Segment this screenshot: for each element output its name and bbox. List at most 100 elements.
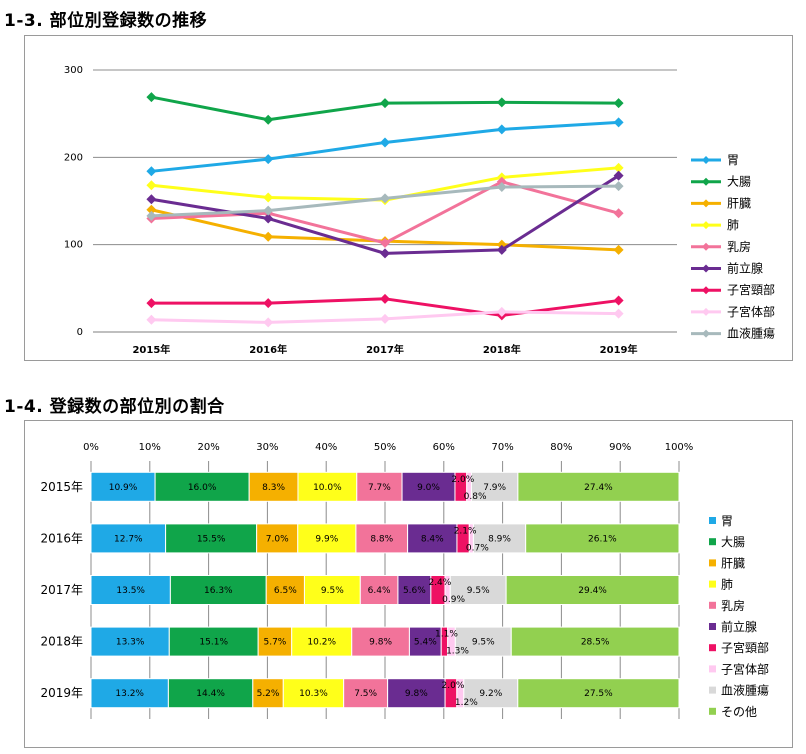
data-point — [496, 176, 507, 187]
bar-segment — [90, 575, 171, 605]
data-label: 16.3% — [204, 586, 233, 596]
data-point — [146, 92, 157, 103]
data-point — [496, 124, 507, 135]
y-tick-label: 100 — [64, 240, 83, 251]
data-label: 9.5% — [472, 638, 495, 648]
legend-marker — [702, 156, 710, 164]
bar-segment — [90, 626, 170, 657]
bar-segment — [454, 626, 512, 657]
data-point — [380, 193, 390, 204]
legend-marker — [702, 221, 710, 230]
data-label: 9.0% — [417, 483, 440, 493]
data-label: 8.9% — [488, 534, 511, 544]
x-tick-label: 70% — [491, 442, 513, 453]
data-label: 6.5% — [274, 586, 297, 596]
bar-segment — [355, 523, 409, 554]
x-tick-label: 30% — [256, 442, 278, 453]
data-label: 10.9% — [109, 483, 138, 493]
bar-segment — [408, 626, 442, 657]
data-point — [613, 181, 624, 192]
data-point — [263, 205, 274, 216]
data-point — [263, 114, 274, 125]
x-tick-label: 2018年 — [483, 343, 521, 356]
legend-marker — [702, 329, 710, 338]
x-tick-label: 80% — [550, 442, 572, 453]
legend-swatch — [709, 686, 716, 694]
legend-label: 胃 — [721, 514, 733, 528]
data-label: 5.6% — [403, 586, 426, 596]
bar-segment — [510, 626, 680, 657]
data-point — [263, 317, 274, 328]
bar-segment — [303, 575, 361, 605]
data-point — [496, 244, 507, 255]
data-point — [146, 204, 157, 215]
data-label: 14.4% — [196, 689, 225, 699]
data-point — [146, 180, 157, 191]
category-label: 2016年 — [40, 531, 83, 545]
legend-label: 肝臓 — [721, 556, 745, 570]
legend-label: 大腸 — [727, 175, 751, 189]
data-label: 15.5% — [197, 534, 226, 544]
x-tick-label: 2016年 — [249, 343, 287, 356]
data-point — [263, 154, 274, 165]
legend-label: 肺 — [721, 578, 733, 592]
bar-segment — [387, 678, 446, 709]
data-label: 2.1% — [454, 526, 477, 536]
data-label: 9.2% — [479, 689, 502, 699]
bar-segment — [517, 471, 680, 502]
data-label: 9.5% — [321, 586, 344, 596]
data-point — [146, 194, 157, 205]
legend-label: 子宮体部 — [721, 661, 769, 676]
x-tick-label: 10% — [139, 442, 161, 453]
legend-marker — [702, 286, 710, 295]
data-point — [380, 313, 390, 324]
data-label: 13.2% — [115, 689, 144, 699]
data-point — [380, 293, 390, 304]
legend-marker — [702, 177, 710, 186]
data-label: 13.3% — [116, 638, 145, 648]
category-label: 2015年 — [40, 480, 83, 494]
line-chart-panel: 0 100 200 300 2015年 2016年 2017年 2018年 2019年 胃大腸 肝臓… — [24, 35, 793, 361]
bar-segment — [90, 678, 169, 709]
legend-label: 乳房 — [727, 239, 751, 254]
data-label: 0.8% — [464, 492, 487, 502]
data-point — [146, 314, 157, 325]
data-label: 26.1% — [588, 534, 617, 544]
data-label: 29.4% — [578, 586, 607, 596]
data-label: 10.2% — [307, 638, 336, 648]
legend-label: 大腸 — [721, 535, 745, 549]
y-tick-label: 300 — [64, 65, 83, 76]
legend-swatch — [709, 517, 716, 524]
data-label: 15.1% — [199, 638, 228, 648]
bar-segment — [407, 523, 458, 554]
bar-segment — [90, 523, 167, 554]
legend-marker — [702, 264, 710, 273]
data-point — [496, 97, 507, 108]
bar-segment — [291, 626, 353, 657]
x-tick-label: 2019年 — [600, 343, 638, 356]
y-tick-label: 0 — [77, 327, 83, 338]
data-point — [380, 237, 390, 248]
bar-segment — [154, 471, 250, 502]
data-label: 9.8% — [369, 638, 392, 648]
legend-marker — [702, 242, 710, 251]
bar-segment — [167, 678, 254, 709]
data-label: 1.2% — [455, 698, 478, 708]
data-label: 7.7% — [368, 483, 391, 493]
legend-label: 子宮体部 — [727, 304, 775, 319]
data-point — [613, 244, 624, 255]
data-point — [613, 208, 624, 219]
legend-label: 胃 — [727, 153, 739, 167]
data-label: 27.5% — [584, 689, 613, 699]
data-label: 7.0% — [266, 534, 289, 544]
data-label: 9.5% — [467, 586, 490, 596]
data-point — [613, 162, 624, 173]
legend-swatch — [709, 623, 716, 630]
bar-segment — [470, 471, 519, 502]
x-tick-label: 50% — [374, 442, 396, 453]
data-label: 10.3% — [299, 689, 328, 699]
bar-segment — [472, 523, 527, 554]
category-label: 2017年 — [40, 583, 83, 597]
data-point — [613, 98, 624, 109]
section-title-trend: 1-3. 部位別登録数の推移 — [4, 11, 208, 31]
